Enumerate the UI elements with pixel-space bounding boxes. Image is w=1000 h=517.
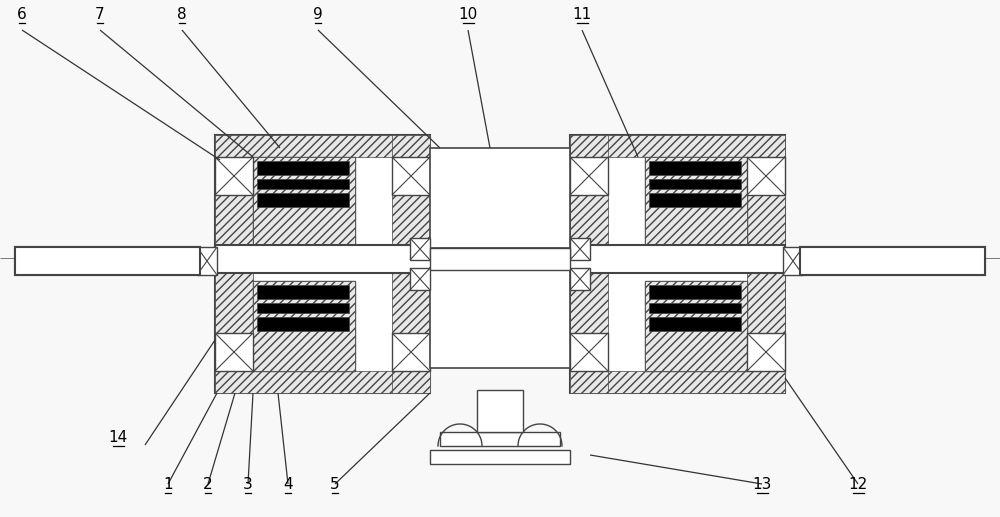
Bar (645, 281, 747, 371)
Bar (215, 333, 253, 371)
Bar (253, 281, 355, 371)
Bar (645, 157, 747, 247)
Bar (645, 281, 747, 371)
Bar (215, 245, 785, 273)
Text: 14: 14 (108, 430, 128, 445)
Bar (570, 135, 785, 393)
Bar (570, 371, 785, 393)
Bar (570, 268, 590, 290)
Text: 1: 1 (163, 477, 173, 492)
Bar (257, 285, 349, 299)
Bar (430, 268, 570, 368)
Text: 12: 12 (848, 477, 868, 492)
Bar (747, 333, 785, 371)
Bar (649, 303, 741, 313)
Bar (410, 238, 430, 260)
Text: 6: 6 (17, 7, 27, 22)
Bar (392, 333, 430, 371)
Bar (570, 333, 608, 371)
Bar (257, 161, 349, 175)
Bar (649, 179, 741, 189)
Text: 9: 9 (313, 7, 323, 22)
Text: 7: 7 (95, 7, 105, 22)
Bar (570, 135, 608, 393)
Text: 8: 8 (177, 7, 187, 22)
Text: 13: 13 (752, 477, 772, 492)
Bar (645, 157, 747, 247)
Text: 3: 3 (243, 477, 253, 492)
Bar (215, 135, 430, 393)
Bar (649, 317, 741, 331)
Bar (438, 258, 562, 268)
Bar (430, 148, 570, 248)
Bar (215, 135, 430, 157)
Bar (15, 247, 200, 275)
Bar (410, 268, 430, 290)
Bar (430, 248, 570, 270)
Bar (253, 281, 355, 371)
Bar (392, 157, 430, 195)
Bar (747, 135, 785, 393)
Bar (430, 450, 570, 464)
Bar (800, 247, 985, 275)
Bar (783, 247, 803, 275)
Text: 10: 10 (458, 7, 478, 22)
Bar (570, 157, 608, 195)
Text: 2: 2 (203, 477, 213, 492)
Bar (215, 135, 253, 393)
Bar (215, 371, 430, 393)
Bar (570, 135, 785, 157)
Bar (392, 135, 430, 393)
Bar (257, 193, 349, 207)
Text: 5: 5 (330, 477, 340, 492)
Bar (197, 247, 217, 275)
Bar (570, 238, 590, 260)
Bar (257, 317, 349, 331)
Bar (477, 390, 523, 432)
Text: 11: 11 (572, 7, 592, 22)
Bar (257, 303, 349, 313)
Bar (253, 157, 355, 247)
Bar (649, 161, 741, 175)
Bar (747, 157, 785, 195)
Bar (215, 157, 253, 195)
Bar (257, 179, 349, 189)
Bar (440, 432, 560, 446)
Bar (15, 247, 200, 275)
Bar (649, 285, 741, 299)
Text: 4: 4 (283, 477, 293, 492)
Bar (438, 248, 562, 258)
Bar (800, 247, 985, 275)
Bar (253, 157, 355, 247)
Bar (649, 193, 741, 207)
